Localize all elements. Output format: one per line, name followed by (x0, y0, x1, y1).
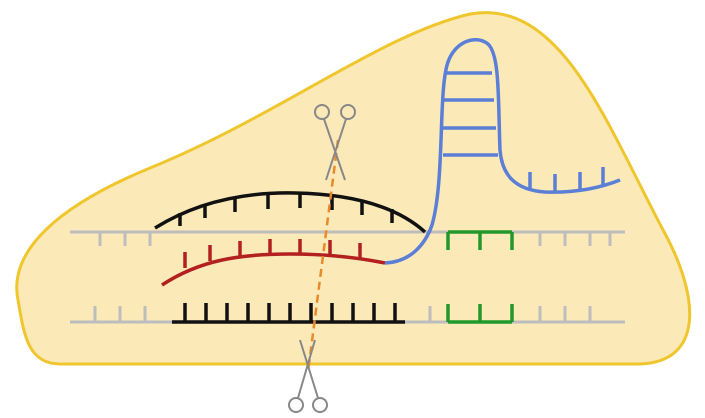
page (0, 0, 705, 418)
crispr-diagram (0, 0, 705, 418)
